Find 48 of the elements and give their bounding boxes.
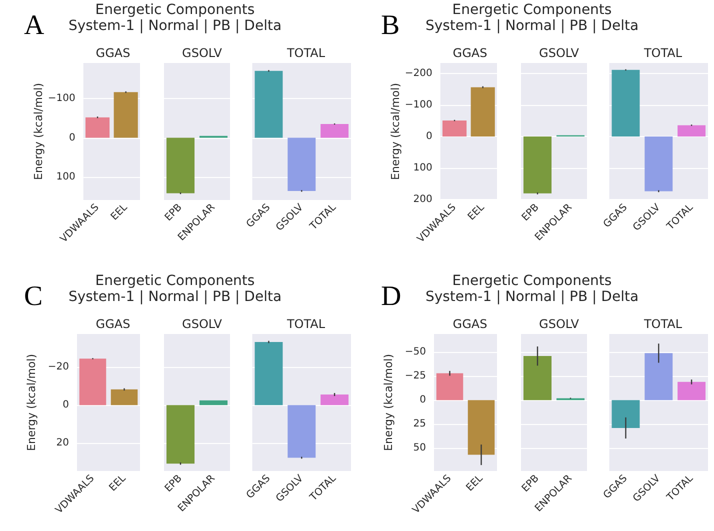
chart-title: GSOLV [539, 46, 580, 60]
y-tick-label: 100 [56, 172, 76, 183]
text: Energetic Components [94, 273, 256, 289]
text: A [24, 10, 44, 42]
y-tick-label: 20 [56, 438, 70, 449]
text: Energetic Components [451, 2, 613, 18]
text: System-1 | Normal | PB | Delta [424, 289, 640, 305]
y-axis-title: Energy (kcal/mol) [382, 354, 395, 452]
y-tick-label: −20 [48, 362, 70, 373]
chart-title: GGAS [96, 317, 130, 331]
y-tick-label: 0 [426, 131, 432, 142]
chart-title: GSOLV [539, 317, 580, 331]
y-tick-label: 0 [68, 132, 76, 144]
y-tick-label: −50 [404, 346, 426, 358]
text: Energetic Components [451, 273, 613, 289]
chart-title: GSOLV [182, 46, 223, 60]
y-tick-label: 200 [413, 194, 432, 205]
chart-title: GSOLV [182, 317, 223, 331]
chart-title: TOTAL [642, 317, 682, 331]
chart-title: TOTAL [642, 46, 682, 60]
x-tick-label: EEL [109, 202, 130, 223]
text: System-1 | Normal | PB | Delta [424, 18, 640, 34]
text: B [381, 10, 400, 42]
chart-title: GGAS [452, 317, 488, 331]
text: D [381, 281, 402, 313]
y-tick-label: 50 [413, 442, 426, 454]
text: C [24, 281, 43, 313]
chart-title: TOTAL [286, 46, 326, 60]
y-tick-label: 25 [413, 418, 426, 430]
y-tick-label: −100 [48, 92, 76, 104]
y-tick-label: 100 [413, 162, 432, 174]
x-tick-label: EEL [464, 472, 486, 494]
y-tick-label: −200 [404, 68, 432, 80]
text: Energetic Components [94, 2, 256, 18]
y-axis-title: Energy (kcal/mol) [32, 82, 45, 180]
y-axis-title: Energy (kcal/mol) [389, 82, 402, 180]
text: System-1 | Normal | PB | Delta [67, 289, 283, 305]
y-tick-label: −100 [404, 100, 432, 111]
y-axis-title: Energy (kcal/mol) [25, 354, 38, 452]
chart-title: TOTAL [286, 317, 326, 331]
chart-title: GGAS [96, 46, 130, 60]
x-tick-label: EEL [466, 202, 488, 223]
x-tick-label: EEL [108, 472, 128, 494]
chart-title: GGAS [452, 46, 488, 60]
y-tick-label: 0 [420, 394, 426, 406]
y-tick-label: 0 [62, 400, 70, 411]
y-tick-label: −25 [404, 370, 426, 382]
text: System-1 | Normal | PB | Delta [67, 18, 283, 34]
